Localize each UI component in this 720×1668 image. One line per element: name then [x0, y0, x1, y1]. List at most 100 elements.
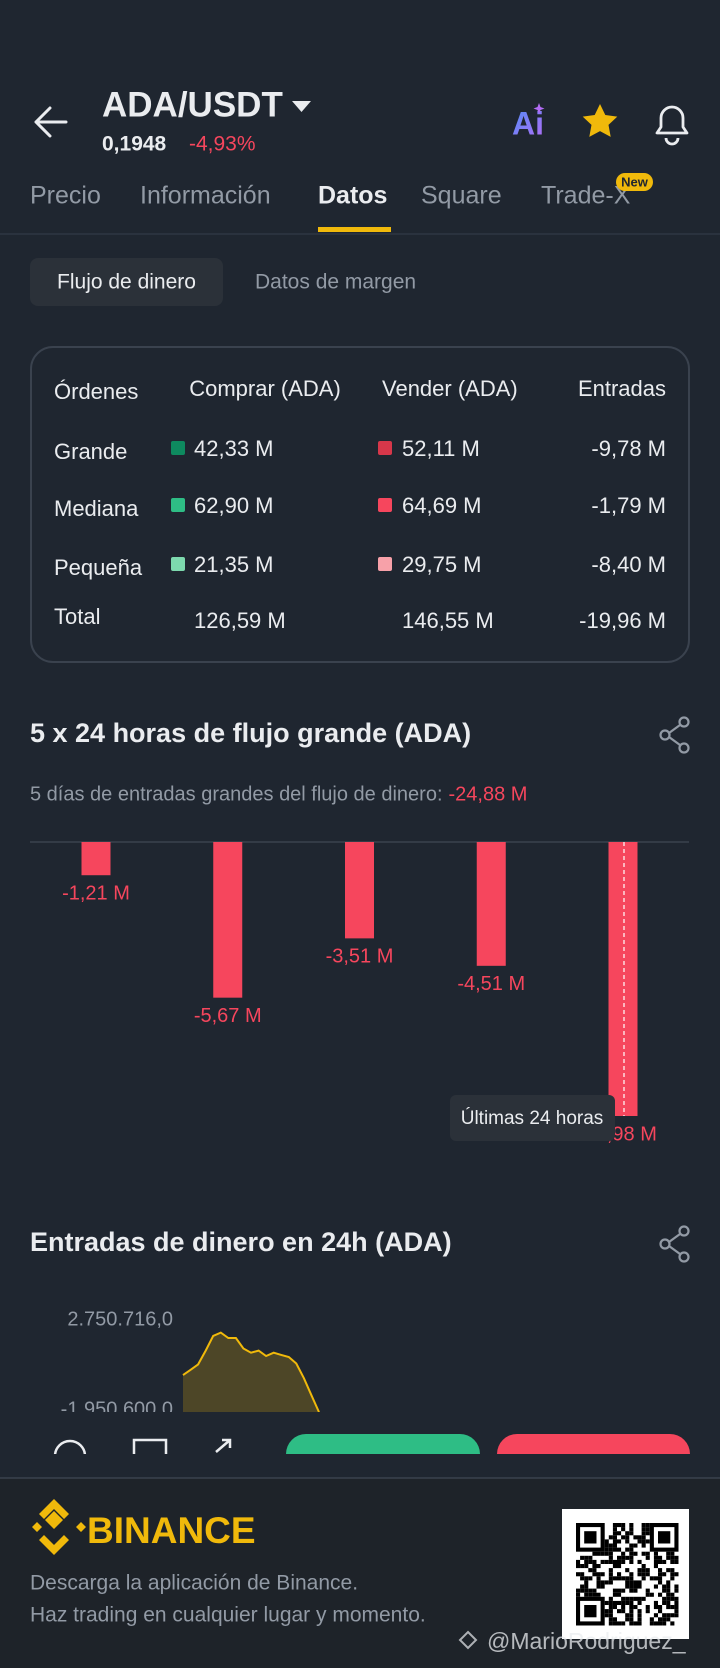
- share-button[interactable]: [659, 716, 690, 754]
- bar-label: -3,51 M: [326, 946, 394, 968]
- qr-cell: [629, 1600, 634, 1605]
- watermark-icon: [458, 1630, 478, 1650]
- qr-cell: [612, 1621, 617, 1626]
- back-button[interactable]: [34, 106, 68, 138]
- qr-cell: [617, 1609, 622, 1614]
- qr-cell: [670, 1551, 675, 1556]
- qr-cell: [612, 1600, 617, 1605]
- sell-button[interactable]: [497, 1434, 690, 1474]
- qr-cell: [584, 1588, 589, 1593]
- qr-cell: [600, 1584, 605, 1589]
- qr-cell: [666, 1613, 671, 1618]
- qr-cell: [645, 1523, 650, 1528]
- qr-cell: [629, 1572, 634, 1577]
- favorite-star[interactable]: [582, 104, 618, 137]
- qr-cell: [633, 1543, 638, 1548]
- qr-cell: [604, 1547, 609, 1552]
- bar-label: -1,21 M: [62, 883, 130, 905]
- qr-cell: [584, 1592, 589, 1597]
- tab[interactable]: Información: [140, 182, 271, 210]
- qr-cell: [629, 1531, 634, 1536]
- qr-cell: [637, 1584, 642, 1589]
- qr-cell: [629, 1523, 634, 1528]
- qr-cell: [666, 1617, 671, 1622]
- qr-cell: [658, 1576, 663, 1581]
- bar-label: -4,51 M: [457, 973, 525, 995]
- binance-logo: [32, 1499, 86, 1555]
- subtab-active[interactable]: Flujo de dinero: [57, 271, 196, 294]
- qr-cell: [576, 1559, 581, 1564]
- qr-cell: [604, 1600, 609, 1605]
- qr-cell: [641, 1572, 646, 1577]
- price: 0,1948: [102, 133, 167, 156]
- qr-cell: [580, 1576, 585, 1581]
- share-button[interactable]: [659, 1225, 690, 1263]
- qr-cell: [637, 1617, 642, 1622]
- qr-cell: [637, 1568, 642, 1573]
- qr-cell: [633, 1596, 638, 1601]
- qr-cell: [612, 1527, 617, 1532]
- qr-finder: [575, 1523, 605, 1552]
- pair-dropdown[interactable]: [292, 101, 311, 112]
- tab-active[interactable]: Datos: [318, 182, 387, 210]
- qr-cell: [612, 1523, 617, 1528]
- notifications[interactable]: [655, 105, 689, 146]
- qr-cell: [645, 1609, 650, 1614]
- qr-cell: [666, 1551, 671, 1556]
- qr-cell: [633, 1535, 638, 1540]
- qr-cell: [641, 1523, 646, 1528]
- tab[interactable]: Square: [421, 182, 502, 210]
- new-badge: [616, 173, 653, 191]
- qr-cell: [662, 1600, 667, 1605]
- qr-cell: [662, 1621, 667, 1626]
- qr-cell: [633, 1621, 638, 1626]
- qr-cell: [621, 1535, 626, 1540]
- tooltip: [450, 1095, 615, 1141]
- qr-cell: [666, 1588, 671, 1593]
- qr-cell: [658, 1555, 663, 1560]
- qr-cell: [670, 1555, 675, 1560]
- qr-cell: [617, 1564, 622, 1569]
- legend-square: [171, 557, 185, 571]
- qr-cell: [649, 1617, 654, 1622]
- row-label: Pequeña: [54, 555, 143, 580]
- nav-icon[interactable]: [215, 1438, 232, 1453]
- qr-cell: [637, 1596, 642, 1601]
- qr-cell: [592, 1568, 597, 1573]
- subtab-pill: [30, 258, 223, 306]
- buy-value: 42,33 M: [194, 436, 274, 461]
- tab[interactable]: Trade-X: [541, 182, 631, 210]
- qr-cell: [596, 1580, 601, 1585]
- qr-cell: [621, 1555, 626, 1560]
- subtab[interactable]: Datos de margen: [255, 271, 416, 294]
- bar: [81, 842, 111, 876]
- qr-finder: [658, 1531, 671, 1544]
- nav-icon[interactable]: [53, 1439, 87, 1471]
- qr-cell: [625, 1568, 630, 1573]
- qr-cell: [592, 1572, 597, 1577]
- qr-cell: [604, 1551, 609, 1556]
- table-header: Órdenes: [54, 379, 138, 404]
- qr-cell: [596, 1572, 601, 1577]
- qr-cell: [608, 1555, 613, 1560]
- tab[interactable]: Precio: [30, 182, 101, 210]
- buy-button[interactable]: [286, 1434, 480, 1474]
- qr-cell: [633, 1588, 638, 1593]
- net-value: -1,79 M: [591, 493, 666, 518]
- qr-cell: [670, 1621, 675, 1626]
- qr-cell: [629, 1617, 634, 1622]
- qr-cell: [649, 1621, 654, 1626]
- y-tick-label: 2.750.716,0: [67, 1308, 173, 1330]
- qr-cell: [612, 1547, 617, 1552]
- qr-cell: [588, 1588, 593, 1593]
- qr-cell: [576, 1588, 581, 1593]
- qr-cell: [637, 1609, 642, 1614]
- qr-cell: [670, 1576, 675, 1581]
- nav-icon[interactable]: [132, 1438, 168, 1470]
- pair[interactable]: ADA/USDT: [102, 85, 283, 124]
- qr-cell: [592, 1559, 597, 1564]
- qr-cell: [612, 1592, 617, 1597]
- qr-cell: [641, 1596, 646, 1601]
- qr-cell: [596, 1564, 601, 1569]
